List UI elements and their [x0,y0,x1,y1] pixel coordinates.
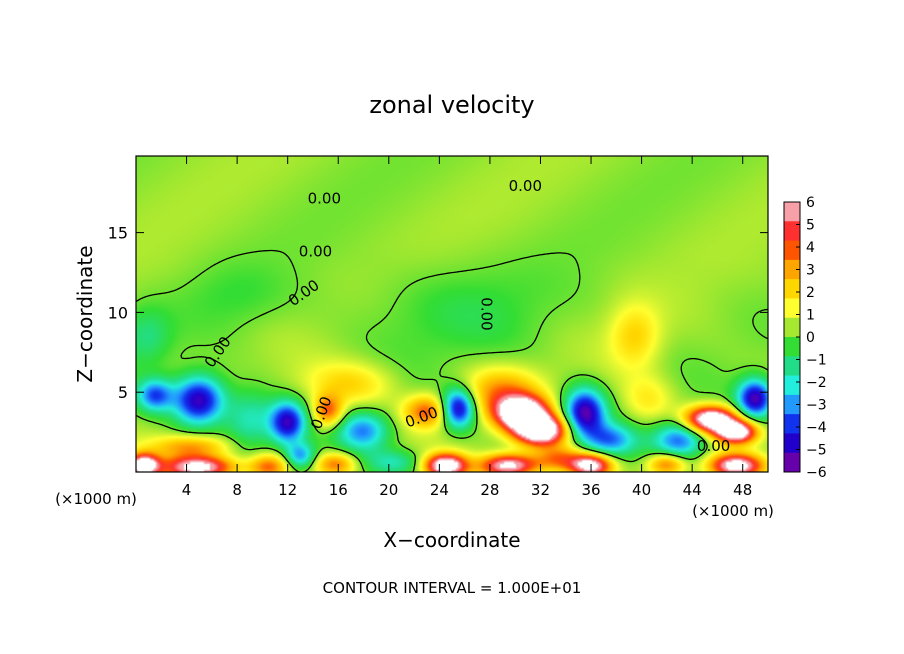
contour-interval-footer: CONTOUR INTERVAL = 1.000E+01 [323,579,582,597]
x-tick-label-8: 8 [232,481,242,499]
colorbar-tick-label-4: 2 [806,285,815,301]
colorbar-swatch-8 [784,356,800,377]
colorbar-tick-label-1: 5 [806,218,815,234]
colorbar-tick-label-12: −6 [806,465,827,481]
x-tick-label-44: 44 [683,481,702,499]
colorbar-swatch-2 [784,240,800,261]
colorbar-tick-label-9: −3 [806,398,827,414]
colorbar-swatch-13 [784,452,800,473]
colorbar: 6 5 4 3 2 1 0 −1 −2 −3 −4 −5 −6 [783,195,827,481]
zero-contour [135,249,769,473]
colorbar-tick-label-2: 4 [806,240,815,256]
contour-label-2: 0.00 [299,242,332,260]
x-tick-label-32: 32 [531,481,550,499]
y-tick-label-10: 10 [108,303,128,322]
x-axis-label: X−coordinate [383,528,520,552]
contour-label-8: 0.00 [697,437,730,455]
colorbar-tick-label-10: −4 [806,420,827,436]
plot-frame [135,155,769,473]
colorbar-swatch-12 [784,433,800,454]
colorbar-swatch-7 [784,337,800,357]
colorbar-swatch-4 [784,279,800,299]
x-tick-label-12: 12 [278,481,297,499]
contour-label-0: 0.00 [308,190,341,208]
colorbar-swatch-11 [784,414,800,434]
contour-lines [135,249,769,473]
x-tick-label-4: 4 [182,481,192,499]
colorbar-tick-label-8: −2 [806,375,827,391]
x-tick-label-24: 24 [430,481,449,499]
colorbar-tick-label-6: 0 [806,330,815,346]
x-tick-label-28: 28 [480,481,499,499]
x-unit-right: (×1000 m) [692,502,774,520]
x-tick-label-40: 40 [632,481,651,499]
colorbar-tick-label-7: −1 [806,353,827,369]
x-tick-label-20: 20 [379,481,398,499]
colorbar-swatch-10 [784,394,800,415]
y-axis-label: Z−coordinate [73,245,97,382]
colorbar-swatch-5 [784,298,800,319]
x-axis-ticks: 4 8 12 16 20 24 28 32 36 40 44 48 [182,156,752,499]
colorbar-swatch-3 [784,259,800,280]
y-tick-label-15: 15 [108,224,128,243]
x-tick-label-48: 48 [733,481,752,499]
contour-label-5: 0.00 [478,297,496,330]
x-tick-label-16: 16 [329,481,348,499]
colorbar-tick-label-3: 3 [806,263,815,279]
colorbar-swatch-0 [784,202,800,222]
plot-area: 0.000.000.000.000.000.000.00 0.000.00 [135,155,769,473]
y-tick-label-5: 5 [118,383,128,402]
heatmap-field [136,156,768,472]
colorbar-tick-label-5: 1 [806,308,815,324]
contour-label-1: 0.00 [509,177,542,195]
colorbar-swatch-6 [784,317,800,338]
x-unit-left: (×1000 m) [55,490,137,508]
chart-title: zonal velocity [369,91,534,119]
y-axis-ticks: 5 10 15 [108,224,768,402]
colorbar-swatch-1 [784,221,800,242]
colorbar-swatch-9 [784,375,800,396]
x-tick-label-36: 36 [581,481,600,499]
colorbar-tick-label-11: −5 [806,443,827,459]
colorbar-tick-label-0: 6 [806,195,815,211]
